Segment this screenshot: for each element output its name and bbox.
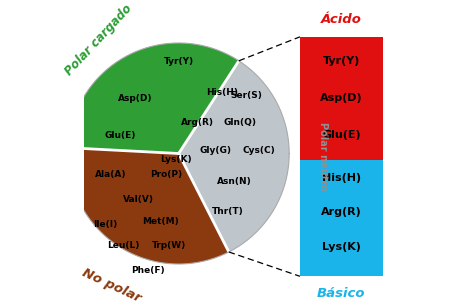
Text: Cys(C): Cys(C) xyxy=(242,146,275,155)
Text: Ácido: Ácido xyxy=(321,14,362,26)
Text: Ala(A): Ala(A) xyxy=(95,170,127,180)
Text: Arg(R): Arg(R) xyxy=(321,208,362,217)
Text: Polar cargado: Polar cargado xyxy=(63,2,135,78)
Text: Glu(E): Glu(E) xyxy=(105,130,136,140)
Polygon shape xyxy=(68,43,239,154)
Bar xyxy=(300,37,383,160)
Text: Gly(G): Gly(G) xyxy=(200,146,231,155)
Text: His(H): His(H) xyxy=(206,87,237,97)
Text: Lys(K): Lys(K) xyxy=(322,242,361,252)
Text: Tyr(Y): Tyr(Y) xyxy=(323,56,360,66)
Text: Asn(N): Asn(N) xyxy=(217,177,251,186)
Text: Gln(Q): Gln(Q) xyxy=(224,118,256,127)
Text: Asp(D): Asp(D) xyxy=(320,93,363,103)
Text: Básico: Básico xyxy=(317,287,365,300)
Text: Val(V): Val(V) xyxy=(123,195,154,204)
Text: His(H): His(H) xyxy=(322,173,361,183)
Text: Pro(P): Pro(P) xyxy=(150,170,182,180)
Text: Asp(D): Asp(D) xyxy=(118,94,153,103)
Text: Glu(E): Glu(E) xyxy=(322,130,361,140)
Text: Leu(L): Leu(L) xyxy=(107,241,140,250)
Text: Thr(T): Thr(T) xyxy=(212,207,244,216)
Text: Tyr(Y): Tyr(Y) xyxy=(164,57,194,66)
Text: Arg(R): Arg(R) xyxy=(181,118,214,127)
Polygon shape xyxy=(68,148,229,264)
Text: Phe(F): Phe(F) xyxy=(131,266,165,275)
Text: Ser(S): Ser(S) xyxy=(230,91,262,100)
Text: Met(M): Met(M) xyxy=(142,216,179,226)
Text: Lys(K): Lys(K) xyxy=(160,155,191,164)
Text: Polar neutro: Polar neutro xyxy=(318,122,328,191)
Text: Trp(W): Trp(W) xyxy=(152,241,187,250)
Bar xyxy=(300,160,383,276)
Polygon shape xyxy=(179,61,289,252)
Text: No polar: No polar xyxy=(80,266,143,305)
Text: Ile(I): Ile(I) xyxy=(93,220,117,229)
